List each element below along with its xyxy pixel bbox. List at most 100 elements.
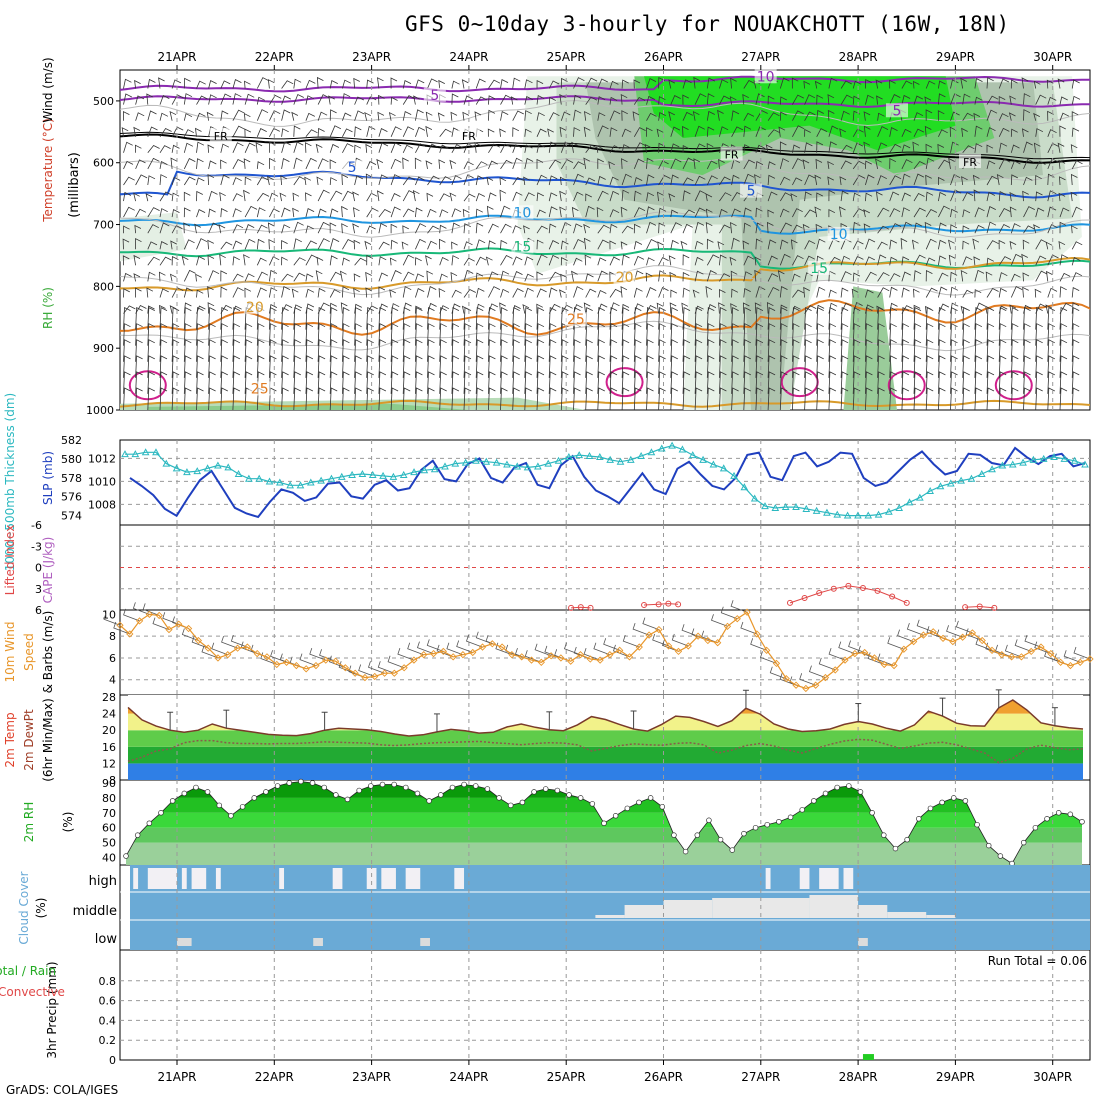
wind-barb (354, 387, 362, 410)
wind-barb (438, 159, 446, 169)
wind-barb (803, 80, 811, 89)
wind-barb (974, 355, 983, 378)
thickness-point (575, 451, 584, 459)
run-total-label: Run Total = 0.06 (988, 954, 1087, 968)
wind-barb (256, 192, 270, 202)
wind-barb (938, 323, 946, 346)
wind-barb (828, 306, 837, 330)
wind-barb (840, 323, 849, 346)
wind-barb (573, 94, 582, 105)
wind-barb (1058, 192, 1066, 202)
wind-barb (560, 273, 567, 282)
wind-barb (353, 77, 360, 89)
wind-barb (415, 339, 423, 362)
wind-barb (171, 126, 184, 137)
wind-barb (1035, 270, 1048, 282)
wind-barb (341, 173, 349, 186)
wind-barb (147, 126, 158, 137)
wind-barb (560, 339, 569, 362)
wind-barb (499, 189, 507, 202)
wind-barb (415, 355, 423, 378)
rh-point (612, 813, 619, 819)
wind-barb (863, 125, 871, 137)
wind-barb (609, 110, 621, 121)
wind-barb (133, 254, 141, 266)
wind-barb (962, 209, 971, 218)
wind-barb (366, 254, 373, 266)
wind-barb (779, 355, 788, 378)
wind-barb (389, 257, 397, 266)
wind-barb (171, 144, 180, 153)
wind-barb (1071, 160, 1083, 170)
wind-barb (962, 256, 973, 266)
wind-barb (159, 191, 172, 202)
wind-barb (644, 143, 652, 153)
wind-barb (376, 158, 384, 169)
wind-barb (536, 225, 548, 234)
wind-speed-point (449, 653, 457, 661)
wind-barb (559, 289, 566, 298)
wind-barb (658, 96, 666, 105)
date-label-bottom: 29APR (936, 1070, 975, 1084)
wind-barb (463, 174, 474, 186)
wind-barb (998, 306, 1007, 330)
wind-barb (646, 371, 654, 394)
wind-barb (425, 125, 433, 137)
wind-barb (1059, 306, 1068, 330)
wind-barb (305, 323, 314, 346)
wind-barb (281, 387, 289, 410)
wind-barb (329, 339, 338, 362)
wind-barb (134, 144, 142, 153)
wind-barb (339, 270, 347, 282)
rh-point (566, 792, 572, 798)
thickness-point (131, 450, 140, 458)
wind-barb (913, 270, 922, 282)
thickness-point (1060, 454, 1069, 462)
wind-speed-point (909, 637, 918, 646)
wind-barb (305, 273, 314, 282)
contour-label: 10 (830, 227, 848, 243)
wind-barb (439, 176, 452, 186)
wind-barb (353, 273, 361, 282)
wind-barb (827, 160, 834, 169)
rh-point (554, 787, 561, 794)
rh-point (857, 789, 864, 795)
wind-barb (1047, 287, 1058, 298)
cloud-high-gap (405, 868, 421, 889)
wind-barb (609, 323, 618, 346)
wind-speed-point (282, 658, 291, 666)
wind-barb (159, 306, 168, 330)
wind-barb (159, 112, 169, 121)
wind-barb (573, 127, 581, 137)
wind-barb-10m (946, 625, 963, 638)
wind-barb (390, 223, 398, 234)
wind-barb (1070, 191, 1078, 202)
wind-barb (183, 142, 194, 153)
wind-barb (986, 127, 996, 137)
temp-tick: 16 (102, 741, 116, 754)
wind-barb (208, 222, 220, 234)
wind-barb (415, 371, 423, 394)
wind-barb (256, 224, 268, 234)
thickness-point (905, 498, 914, 506)
lifted-index-point (568, 604, 575, 611)
wind-barb (147, 306, 155, 330)
wind-barb (767, 209, 775, 218)
wind-barb (706, 160, 718, 170)
wind-barb (767, 112, 780, 121)
wind-barb (573, 286, 584, 298)
wind-barb (378, 94, 385, 105)
wind-barb (840, 110, 850, 121)
wind-speed-point (733, 615, 741, 623)
wind-barb (621, 173, 632, 186)
wind-barb (876, 191, 883, 202)
wind-barb-10m (818, 657, 836, 671)
wind-barb (378, 128, 388, 137)
contour-label: 10 (514, 205, 532, 221)
wind-barb (901, 256, 910, 266)
wind-barb (342, 143, 354, 153)
wind-barb (974, 207, 985, 218)
wind-barb (378, 371, 387, 394)
wind-barb (402, 190, 416, 202)
contour-temp-15 (120, 247, 1090, 270)
